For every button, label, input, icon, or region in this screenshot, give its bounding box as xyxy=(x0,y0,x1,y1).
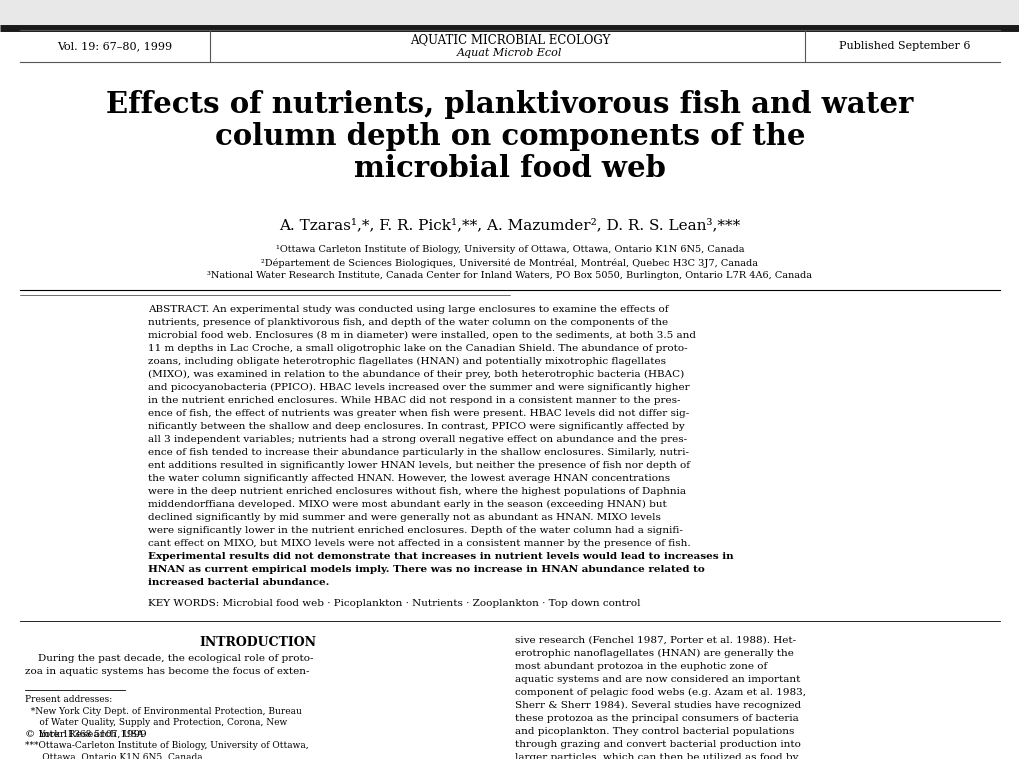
Text: During the past decade, the ecological role of proto-: During the past decade, the ecological r… xyxy=(25,654,313,663)
Text: of Water Quality, Supply and Protection, Corona, New: of Water Quality, Supply and Protection,… xyxy=(25,718,287,727)
Text: ence of fish, the effect of nutrients was greater when fish were present. HBAC l: ence of fish, the effect of nutrients wa… xyxy=(148,409,689,418)
Text: column depth on components of the: column depth on components of the xyxy=(215,122,804,151)
Text: and picoplankton. They control bacterial populations: and picoplankton. They control bacterial… xyxy=(515,727,794,736)
Text: zoa in aquatic systems has become the focus of exten-: zoa in aquatic systems has become the fo… xyxy=(25,667,309,676)
Text: AQUATIC MICROBIAL ECOLOGY: AQUATIC MICROBIAL ECOLOGY xyxy=(410,33,609,46)
Text: INTRODUCTION: INTRODUCTION xyxy=(199,636,316,649)
Text: 11 m depths in Lac Croche, a small oligotrophic lake on the Canadian Shield. The: 11 m depths in Lac Croche, a small oligo… xyxy=(148,344,687,353)
Text: ent additions resulted in significantly lower HNAN levels, but neither the prese: ent additions resulted in significantly … xyxy=(148,461,689,470)
Text: these protozoa as the principal consumers of bacteria: these protozoa as the principal consumer… xyxy=(515,714,798,723)
Text: ¹Ottawa Carleton Institute of Biology, University of Ottawa, Ottawa, Ontario K1N: ¹Ottawa Carleton Institute of Biology, U… xyxy=(275,245,744,254)
Text: nificantly between the shallow and deep enclosures. In contrast, PPICO were sign: nificantly between the shallow and deep … xyxy=(148,422,684,431)
Bar xyxy=(0,0,1019,28)
Text: through grazing and convert bacterial production into: through grazing and convert bacterial pr… xyxy=(515,740,800,749)
Text: York 11368 5107, USA: York 11368 5107, USA xyxy=(25,729,144,739)
Text: increased bacterial abundance.: increased bacterial abundance. xyxy=(148,578,329,587)
Text: Present addresses:: Present addresses: xyxy=(25,695,112,704)
Text: and picocyanobacteria (PPICO). HBAC levels increased over the summer and were si: and picocyanobacteria (PPICO). HBAC leve… xyxy=(148,383,689,392)
Text: © Inter Research 1999: © Inter Research 1999 xyxy=(25,730,147,739)
Text: all 3 independent variables; nutrients had a strong overall negative effect on a: all 3 independent variables; nutrients h… xyxy=(148,435,687,444)
Text: *New York City Dept. of Environmental Protection, Bureau: *New York City Dept. of Environmental Pr… xyxy=(25,707,302,716)
Text: ence of fish tended to increase their abundance particularly in the shallow encl: ence of fish tended to increase their ab… xyxy=(148,448,688,457)
Text: component of pelagic food webs (e.g. Azam et al. 1983,: component of pelagic food webs (e.g. Aza… xyxy=(515,688,805,697)
Text: aquatic systems and are now considered an important: aquatic systems and are now considered a… xyxy=(515,675,800,684)
Text: ***Ottawa-Carleton Institute of Biology, University of Ottawa,: ***Ottawa-Carleton Institute of Biology,… xyxy=(25,741,309,750)
Text: sive research (Fenchel 1987, Porter et al. 1988). Het-: sive research (Fenchel 1987, Porter et a… xyxy=(515,636,796,645)
Text: Published September 6: Published September 6 xyxy=(839,41,970,51)
Text: microbial food web. Enclosures (8 m in diameter) were installed, open to the sed: microbial food web. Enclosures (8 m in d… xyxy=(148,331,695,340)
Text: A. Tzaras¹,*, F. R. Pick¹,**, A. Mazumder², D. R. S. Lean³,***: A. Tzaras¹,*, F. R. Pick¹,**, A. Mazumde… xyxy=(279,218,740,232)
Text: Ottawa, Ontario K1N 6N5, Canada: Ottawa, Ontario K1N 6N5, Canada xyxy=(25,752,203,759)
Text: Effects of nutrients, planktivorous fish and water: Effects of nutrients, planktivorous fish… xyxy=(106,90,913,119)
Text: cant effect on MIXO, but MIXO levels were not affected in a consistent manner by: cant effect on MIXO, but MIXO levels wer… xyxy=(148,539,690,548)
Text: ³National Water Research Institute, Canada Center for Inland Waters, PO Box 5050: ³National Water Research Institute, Cana… xyxy=(207,271,812,280)
Text: zoans, including obligate heterotrophic flagellates (HNAN) and potentially mixot: zoans, including obligate heterotrophic … xyxy=(148,357,665,366)
Text: HNAN as current empirical models imply. There was no increase in HNAN abundance : HNAN as current empirical models imply. … xyxy=(148,565,704,574)
Text: Sherr & Sherr 1984). Several studies have recognized: Sherr & Sherr 1984). Several studies hav… xyxy=(515,701,800,710)
Text: in the nutrient enriched enclosures. While HBAC did not respond in a consistent : in the nutrient enriched enclosures. Whi… xyxy=(148,396,680,405)
Text: middendorffiana developed. MIXO were most abundant early in the season (exceedin: middendorffiana developed. MIXO were mos… xyxy=(148,500,666,509)
Text: Aquat Microb Ecol: Aquat Microb Ecol xyxy=(457,48,562,58)
Text: were in the deep nutrient enriched enclosures without fish, where the highest po: were in the deep nutrient enriched enclo… xyxy=(148,487,686,496)
Text: were significantly lower in the nutrient enriched enclosures. Depth of the water: were significantly lower in the nutrient… xyxy=(148,526,682,535)
Text: larger particles, which can then be utilized as food by: larger particles, which can then be util… xyxy=(515,753,798,759)
Text: microbial food web: microbial food web xyxy=(354,154,665,183)
Text: Vol. 19: 67–80, 1999: Vol. 19: 67–80, 1999 xyxy=(57,41,172,51)
Text: ABSTRACT. An experimental study was conducted using large enclosures to examine : ABSTRACT. An experimental study was cond… xyxy=(148,305,667,314)
Text: declined significantly by mid summer and were generally not as abundant as HNAN.: declined significantly by mid summer and… xyxy=(148,513,660,522)
Text: erotrophic nanoflagellates (HNAN) are generally the: erotrophic nanoflagellates (HNAN) are ge… xyxy=(515,649,793,658)
Text: most abundant protozoa in the euphotic zone of: most abundant protozoa in the euphotic z… xyxy=(515,662,766,671)
Text: Experimental results did not demonstrate that increases in nutrient levels would: Experimental results did not demonstrate… xyxy=(148,552,733,561)
Text: (MIXO), was examined in relation to the abundance of their prey, both heterotrop: (MIXO), was examined in relation to the … xyxy=(148,370,684,380)
Text: ²Département de Sciences Biologiques, Université de Montréal, Montréal, Quebec H: ²Département de Sciences Biologiques, Un… xyxy=(261,258,758,267)
Text: nutrients, presence of planktivorous fish, and depth of the water column on the : nutrients, presence of planktivorous fis… xyxy=(148,318,667,327)
Text: the water column significantly affected HNAN. However, the lowest average HNAN c: the water column significantly affected … xyxy=(148,474,669,483)
Text: KEY WORDS: Microbial food web · Picoplankton · Nutrients · Zooplankton · Top dow: KEY WORDS: Microbial food web · Picoplan… xyxy=(148,599,640,608)
